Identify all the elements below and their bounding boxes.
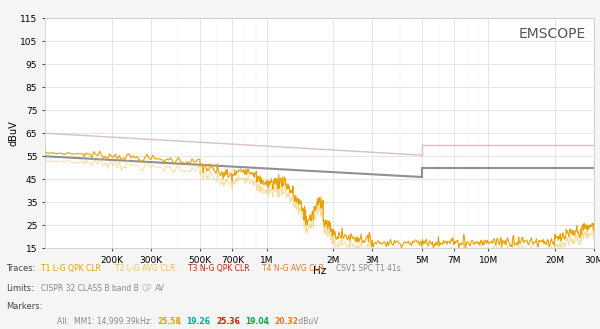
X-axis label: Hz: Hz	[313, 266, 326, 276]
Text: T1 L-G QPK CLR: T1 L-G QPK CLR	[41, 265, 101, 273]
Text: Traces:: Traces:	[6, 265, 35, 273]
Text: Limits:: Limits:	[6, 284, 34, 293]
Text: Markers:: Markers:	[6, 302, 43, 311]
Text: ,: ,	[208, 317, 213, 326]
Text: CISPR 32 CLASS B band B: CISPR 32 CLASS B band B	[41, 284, 139, 293]
Text: T2 L-G AVG CLR: T2 L-G AVG CLR	[115, 265, 175, 273]
Text: 25.36: 25.36	[216, 317, 240, 326]
Text: EMSCOPE: EMSCOPE	[518, 27, 586, 41]
Text: dBuV: dBuV	[296, 317, 319, 326]
Text: ,: ,	[238, 317, 242, 326]
Y-axis label: dBuV: dBuV	[9, 120, 19, 146]
Text: All:  MM1: 14,999.39kHz:: All: MM1: 14,999.39kHz:	[57, 317, 155, 326]
Text: AV: AV	[155, 284, 165, 293]
Text: CSV1 SPC T1 41s: CSV1 SPC T1 41s	[336, 265, 401, 273]
Text: ,: ,	[179, 317, 184, 326]
Text: QP: QP	[142, 284, 152, 293]
Text: ,: ,	[267, 317, 272, 326]
Text: 20.32: 20.32	[275, 317, 299, 326]
Text: 19.26: 19.26	[187, 317, 211, 326]
Text: 19.04: 19.04	[245, 317, 269, 326]
Text: T3 N-G QPK CLR: T3 N-G QPK CLR	[188, 265, 250, 273]
Text: T4 N-G AVG CLR: T4 N-G AVG CLR	[262, 265, 324, 273]
Text: 25.58: 25.58	[157, 317, 181, 326]
